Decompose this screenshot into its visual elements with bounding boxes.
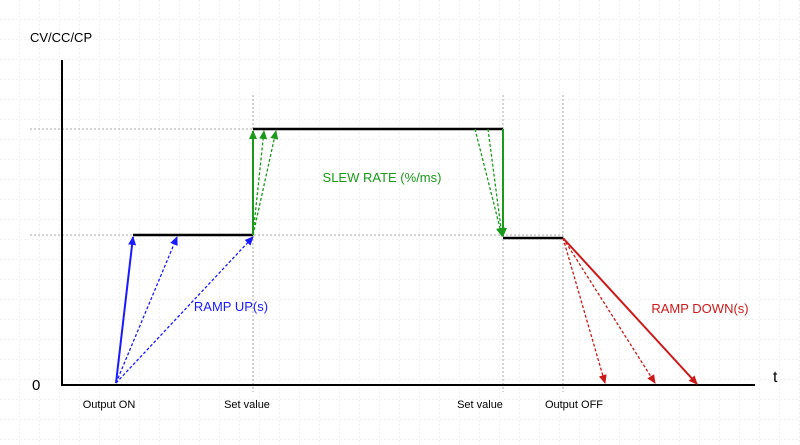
slew-rate-arrows [249, 128, 507, 237]
x-label: Output ON [83, 399, 136, 411]
x-axis-label: t [773, 369, 778, 386]
slew-rate-label: SLEW RATE (%/ms) [323, 170, 442, 185]
axes [61, 60, 755, 386]
x-label: Output OFF [545, 399, 603, 411]
origin-label: 0 [32, 377, 40, 394]
output-level [133, 127, 563, 240]
x-label: Set value [224, 399, 270, 411]
x-label: Set value [457, 399, 503, 411]
ramp-down-label: RAMP DOWN(s) [651, 301, 748, 316]
ramp-up-label: RAMP UP(s) [194, 299, 268, 314]
ramp-up-arrows [115, 236, 254, 384]
y-axis-label: CV/CC/CP [30, 30, 92, 45]
ramp-down-arrows [562, 237, 698, 385]
